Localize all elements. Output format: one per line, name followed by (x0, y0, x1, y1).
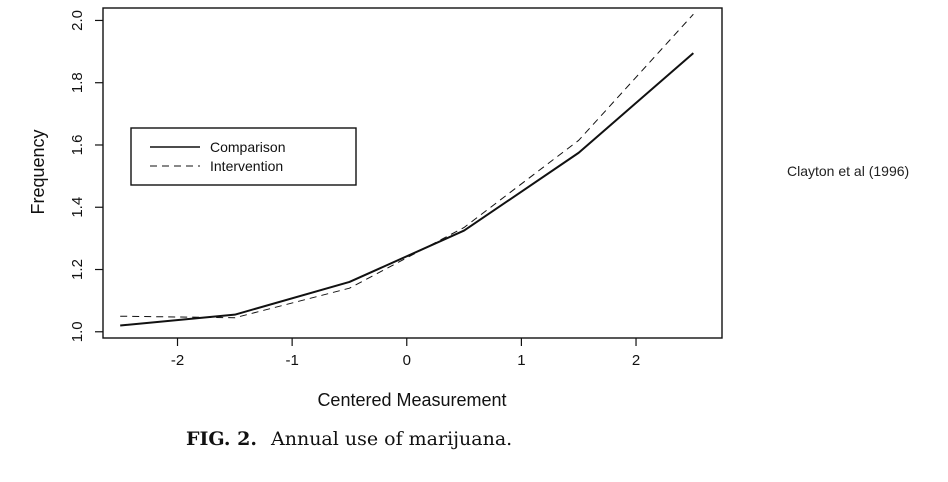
x-axis-label: Centered Measurement (317, 390, 506, 410)
legend-label-comparison: Comparison (210, 139, 285, 155)
y-tick-label: 1.8 (69, 72, 86, 93)
y-axis: 1.0 1.2 1.4 1.6 1.8 2.0 (69, 10, 103, 342)
x-tick-label: 2 (632, 352, 640, 369)
series-layer (120, 13, 694, 327)
y-tick-label: 2.0 (69, 10, 86, 31)
legend-label-intervention: Intervention (210, 158, 283, 174)
plot-frame (102, 7, 723, 339)
y-tick-label: 1.0 (69, 321, 86, 342)
x-axis: -2 -1 0 1 2 (171, 338, 640, 369)
legend-box (130, 127, 357, 186)
x-tick-label: -2 (171, 352, 184, 369)
figure-caption: FIG. 2. Annual use of marijuana. (186, 428, 512, 450)
y-tick-label: 1.6 (69, 135, 86, 156)
y-tick-label: 1.4 (69, 197, 86, 218)
x-tick-label: 0 (403, 352, 411, 369)
y-tick-label: 1.2 (69, 259, 86, 280)
series-line-comparison (120, 52, 694, 327)
legend: Comparison Intervention (130, 127, 357, 186)
figure-label: FIG. 2. (186, 428, 257, 450)
caption-text: Annual use of marijuana. (271, 428, 513, 450)
citation-text: Clayton et al (1996) (787, 163, 910, 179)
x-tick-label: -1 (285, 352, 298, 369)
x-tick-label: 1 (517, 352, 525, 369)
y-axis-label: Frequency (28, 129, 48, 214)
